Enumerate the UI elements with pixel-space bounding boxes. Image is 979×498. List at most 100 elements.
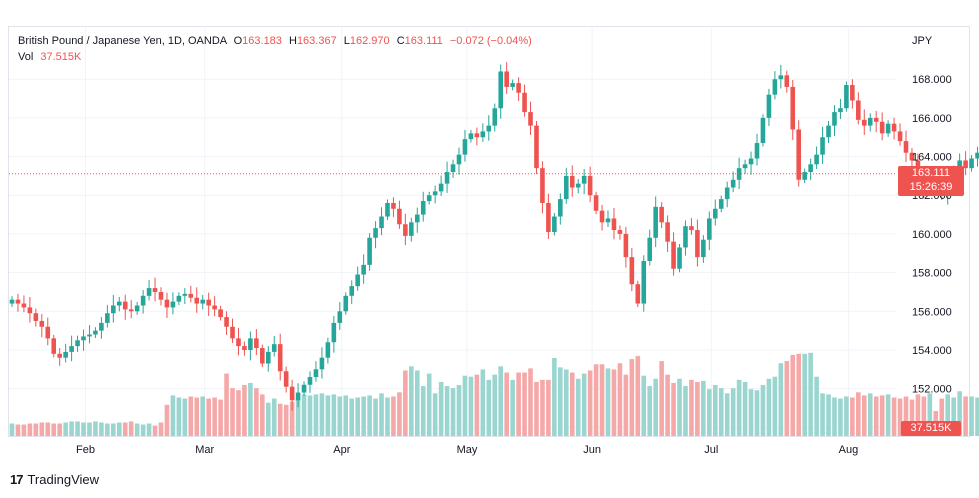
- volume-bar: [653, 378, 658, 436]
- candle-body: [492, 108, 498, 126]
- volume-bar: [492, 374, 498, 436]
- volume-bar: [331, 394, 337, 436]
- volume-bar: [689, 379, 694, 436]
- volume-label[interactable]: Vol: [18, 51, 34, 63]
- candle-body: [540, 168, 545, 203]
- candle-body: [975, 152, 979, 159]
- volume-bar: [361, 396, 366, 436]
- candle-body: [814, 154, 819, 165]
- close-value: 163.111: [404, 35, 443, 47]
- tradingview-logo[interactable]: 17 TradingView: [10, 472, 99, 487]
- volume-bar: [754, 390, 760, 436]
- volume-bar: [409, 366, 414, 436]
- volume-bar: [671, 382, 676, 436]
- candle-body: [587, 175, 593, 196]
- volume-bar: [772, 376, 778, 436]
- volume-bar: [826, 394, 831, 436]
- candle-body: [426, 195, 432, 202]
- candle-body: [766, 94, 772, 118]
- symbol-title[interactable]: British Pound / Japanese Yen, 1D, OANDA: [18, 35, 227, 47]
- candle-body: [51, 338, 57, 354]
- candle-body: [563, 175, 569, 200]
- candle-body: [307, 377, 313, 385]
- candle-body: [867, 117, 873, 126]
- candle-body: [206, 299, 211, 306]
- candle-body: [885, 123, 891, 134]
- volume-bar: [158, 422, 164, 436]
- candle-body: [552, 216, 557, 232]
- candle-body: [450, 164, 456, 173]
- volume-bar: [611, 369, 617, 436]
- bar-countdown: 15:26:39: [909, 180, 953, 193]
- candle-body: [701, 239, 706, 258]
- candle-body: [349, 286, 355, 296]
- candle-body: [283, 371, 289, 387]
- volume-bar: [748, 389, 754, 436]
- candle-body: [33, 313, 39, 321]
- candle-body: [468, 133, 474, 140]
- volume-bar: [498, 366, 504, 436]
- volume-bar: [516, 372, 521, 436]
- volume-bar: [707, 389, 712, 436]
- volume-bar: [718, 388, 724, 436]
- candle-body: [63, 351, 68, 358]
- volume-bar: [349, 398, 355, 436]
- candle-body: [355, 274, 360, 287]
- candle-body: [504, 71, 509, 87]
- chart-pane[interactable]: [8, 26, 970, 437]
- volume-bar: [176, 397, 182, 436]
- volume-bar: [134, 423, 140, 436]
- volume-bar: [111, 423, 116, 436]
- volume-bar: [81, 422, 86, 436]
- volume-bar: [69, 421, 74, 436]
- candle-body: [647, 237, 653, 262]
- volume-bar: [790, 354, 796, 436]
- volume-bar: [879, 395, 885, 436]
- x-tick-label: Jul: [704, 444, 718, 456]
- volume-bar: [271, 398, 277, 436]
- candle-body: [403, 224, 408, 236]
- volume-bar: [563, 369, 569, 436]
- candle-body: [319, 357, 325, 370]
- candle-body: [796, 129, 802, 180]
- volume-bar: [760, 385, 766, 436]
- candle-body: [581, 175, 587, 184]
- volume-bar: [57, 423, 62, 436]
- volume-bar: [385, 397, 390, 436]
- candle-body: [248, 338, 253, 350]
- x-tick-label: May: [457, 444, 478, 456]
- volume-bar: [480, 369, 486, 436]
- volume-bar: [635, 355, 641, 436]
- volume-bar: [540, 379, 545, 436]
- volume-bar: [122, 422, 128, 436]
- currency-label[interactable]: JPY: [912, 35, 933, 47]
- candle-body: [861, 119, 867, 126]
- candle-body: [510, 83, 515, 87]
- volume-bar: [21, 424, 27, 436]
- volume-bar: [820, 393, 825, 436]
- volume-bar: [27, 423, 33, 436]
- volume-bar: [230, 388, 235, 436]
- volume-bar: [528, 368, 533, 436]
- candle-body: [260, 348, 265, 364]
- candle-body: [170, 301, 176, 308]
- volume-bar: [260, 394, 265, 436]
- volume-bar: [295, 399, 301, 436]
- volume-bar: [379, 393, 384, 436]
- candle-body: [128, 309, 134, 312]
- candle-body: [718, 199, 724, 209]
- candle-body: [748, 158, 754, 165]
- volume-bar: [146, 423, 152, 436]
- candle-body: [397, 208, 402, 225]
- candle-body: [599, 210, 605, 223]
- volume-bar: [617, 363, 623, 436]
- candle-body: [724, 187, 730, 200]
- candle-body: [99, 322, 104, 331]
- candle-body: [438, 183, 444, 192]
- volume-bar: [593, 364, 599, 436]
- candle-body: [87, 334, 92, 337]
- candle-body: [265, 351, 271, 364]
- candle-body: [15, 299, 21, 304]
- candle-body: [313, 369, 319, 378]
